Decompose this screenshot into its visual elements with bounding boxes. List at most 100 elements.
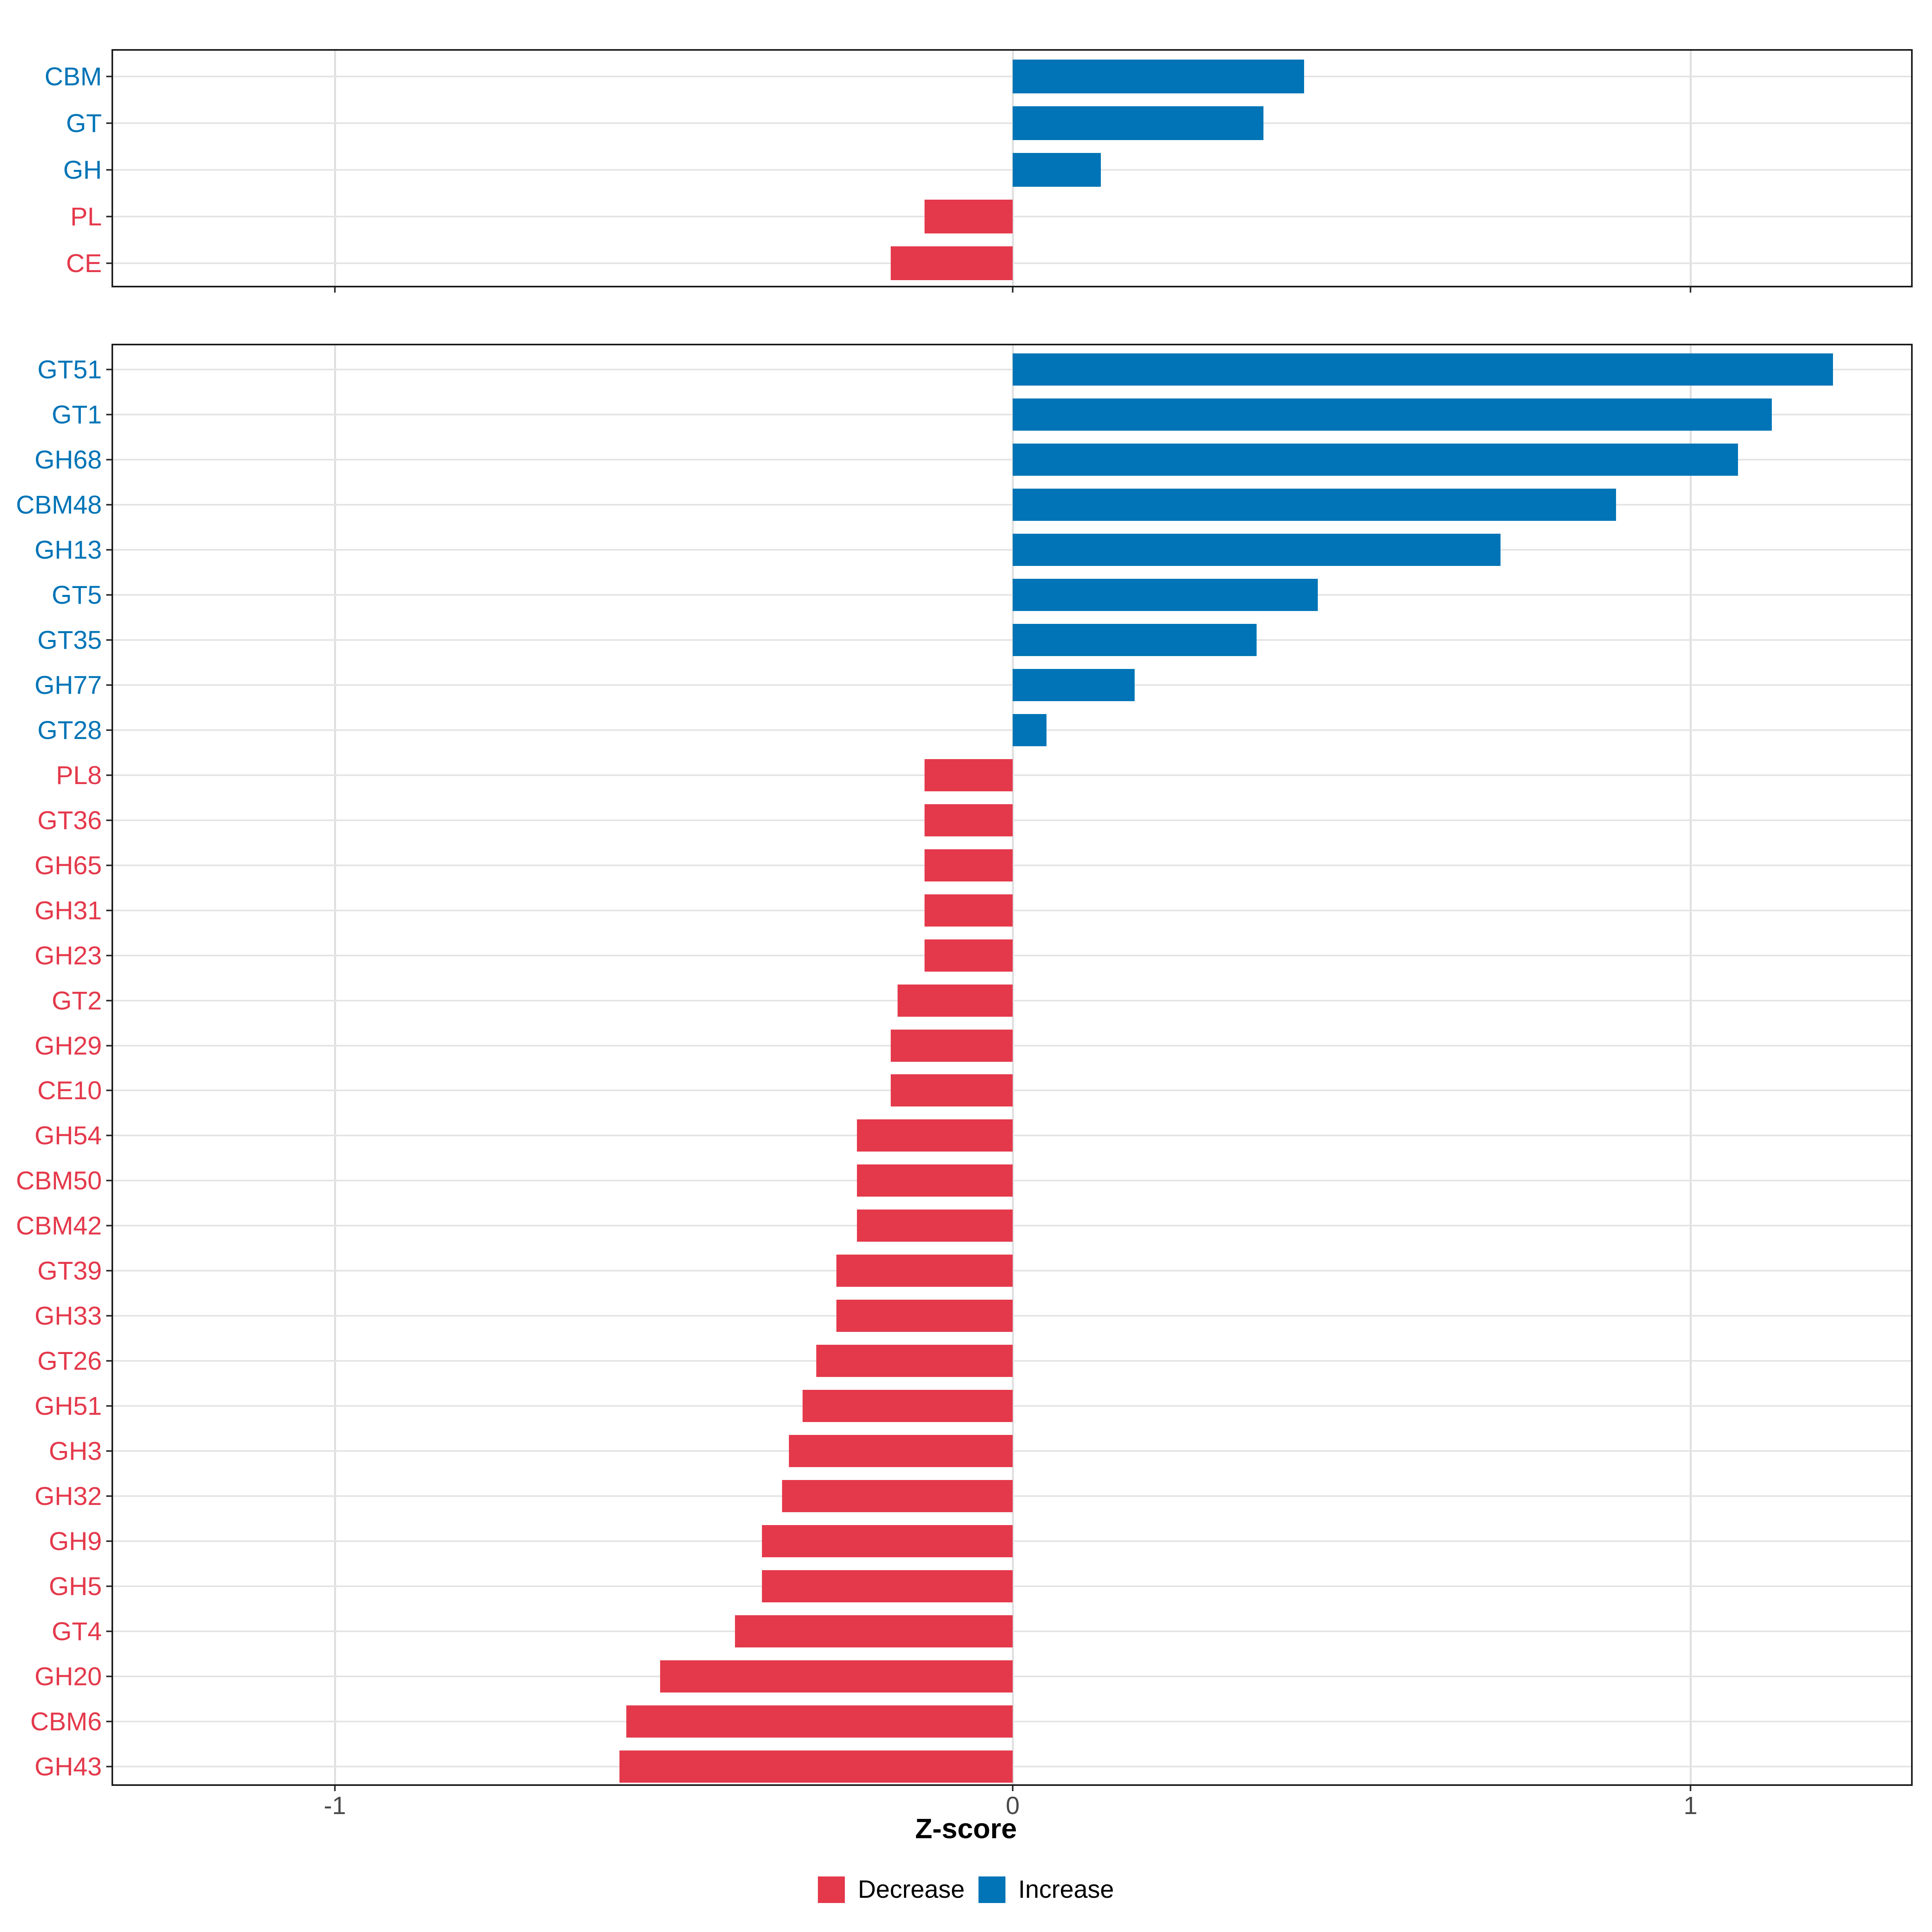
legend-label-increase: Increase <box>1018 1876 1114 1903</box>
y-tick-GH5 <box>106 1585 111 1587</box>
y-tick-CBM6 <box>106 1721 111 1723</box>
y-label-GT: GT <box>66 109 102 138</box>
gridline-GT <box>111 122 1913 124</box>
y-tick-CBM <box>106 76 111 77</box>
decrease-swatch <box>818 1876 845 1903</box>
bar-CE10 <box>890 1074 1013 1107</box>
bar-PL8 <box>925 759 1013 791</box>
y-tick-GH20 <box>106 1676 111 1678</box>
bar-GT2 <box>897 984 1013 1017</box>
y-label-GH51: GH51 <box>34 1391 102 1421</box>
bar-GH77 <box>1013 669 1135 701</box>
gridline-GH77 <box>111 684 1913 686</box>
y-label-GT39: GT39 <box>37 1256 102 1286</box>
y-tick-CE <box>106 262 111 264</box>
y-label-CBM: CBM <box>44 62 102 91</box>
y-tick-CBM50 <box>106 1180 111 1182</box>
bar-GH32 <box>782 1480 1013 1513</box>
y-label-CE10: CE10 <box>37 1076 102 1105</box>
vertical-gridline-1 <box>1689 344 1692 1786</box>
bar-GH9 <box>762 1525 1013 1558</box>
y-label-GH: GH <box>63 155 102 184</box>
x-tick--1-panel1 <box>334 1786 336 1791</box>
bar-GT28 <box>1013 714 1047 746</box>
bar-GT1 <box>1013 398 1772 431</box>
x-tick-0-panel0 <box>1012 287 1013 293</box>
y-tick-GT51 <box>106 369 111 370</box>
y-label-GH65: GH65 <box>34 850 102 880</box>
y-tick-GH77 <box>106 684 111 686</box>
y-label-CBM50: CBM50 <box>16 1166 102 1195</box>
y-label-GH13: GH13 <box>34 535 102 564</box>
y-tick-PL <box>106 216 111 217</box>
vertical-gridline-0 <box>1011 344 1014 1786</box>
y-tick-GH <box>106 169 111 171</box>
x-tick-label--1: -1 <box>324 1792 346 1820</box>
vertical-gridline-1 <box>1689 49 1692 287</box>
gridline-GH <box>111 169 1913 171</box>
bar-GT51 <box>1013 353 1833 386</box>
bar-GH31 <box>925 894 1013 927</box>
y-tick-GH23 <box>106 954 111 956</box>
y-tick-GT1 <box>106 413 111 415</box>
y-label-GT28: GT28 <box>37 715 102 745</box>
y-tick-GH65 <box>106 864 111 866</box>
gridline-GT1 <box>111 413 1913 415</box>
y-label-PL: PL <box>70 202 102 231</box>
y-label-GT1: GT1 <box>52 400 102 429</box>
y-label-GT36: GT36 <box>37 805 102 835</box>
bar-CBM42 <box>857 1210 1013 1242</box>
bar-GT26 <box>816 1345 1013 1377</box>
gridline-GT51 <box>111 369 1913 370</box>
x-tick-1-panel0 <box>1690 287 1691 293</box>
y-label-CBM42: CBM42 <box>16 1211 102 1241</box>
y-tick-GT35 <box>106 639 111 641</box>
y-tick-GT26 <box>106 1360 111 1362</box>
y-tick-GH68 <box>106 458 111 460</box>
bar-GT35 <box>1013 623 1257 656</box>
y-tick-GT2 <box>106 999 111 1001</box>
bar-GH65 <box>925 849 1013 881</box>
bar-CBM48 <box>1013 488 1616 521</box>
y-tick-GT39 <box>106 1270 111 1272</box>
y-label-GH31: GH31 <box>34 896 102 925</box>
y-tick-GH51 <box>106 1405 111 1407</box>
y-label-GH20: GH20 <box>34 1662 102 1691</box>
bar-CBM <box>1013 60 1305 93</box>
bar-GH43 <box>619 1750 1013 1783</box>
legend-label-decrease: Decrease <box>858 1876 965 1903</box>
vertical-gridline--1 <box>334 344 336 1786</box>
bar-GH54 <box>857 1119 1013 1152</box>
vertical-gridline--1 <box>334 49 336 287</box>
y-tick-GH29 <box>106 1044 111 1046</box>
y-label-GH29: GH29 <box>34 1031 102 1060</box>
bar-GH5 <box>762 1570 1013 1603</box>
y-tick-GT5 <box>106 594 111 596</box>
y-tick-GH54 <box>106 1135 111 1137</box>
y-tick-GH3 <box>106 1450 111 1452</box>
gridline-CBM <box>111 76 1913 77</box>
x-tick-label-1: 1 <box>1683 1792 1698 1820</box>
y-label-GT4: GT4 <box>52 1617 102 1646</box>
y-label-GH3: GH3 <box>49 1437 102 1466</box>
gridline-GT35 <box>111 639 1913 641</box>
y-label-PL8: PL8 <box>56 760 102 790</box>
bar-GH33 <box>836 1300 1013 1332</box>
bar-GH13 <box>1013 533 1501 566</box>
x-tick-label-0: 0 <box>1005 1792 1020 1820</box>
y-tick-GH43 <box>106 1766 111 1767</box>
bar-PL <box>925 200 1013 233</box>
legend: Decrease Increase <box>0 1876 1932 1903</box>
y-label-GH9: GH9 <box>49 1527 102 1556</box>
y-label-GT51: GT51 <box>37 355 102 384</box>
y-label-GH23: GH23 <box>34 941 102 970</box>
gridline-GH68 <box>111 458 1913 460</box>
x-tick-1-panel1 <box>1690 1786 1691 1791</box>
bar-GT5 <box>1013 578 1318 611</box>
y-tick-GT4 <box>106 1631 111 1633</box>
y-tick-PL8 <box>106 774 111 776</box>
y-label-GH68: GH68 <box>34 445 102 474</box>
bar-GT <box>1013 106 1264 140</box>
y-tick-GT <box>106 122 111 124</box>
